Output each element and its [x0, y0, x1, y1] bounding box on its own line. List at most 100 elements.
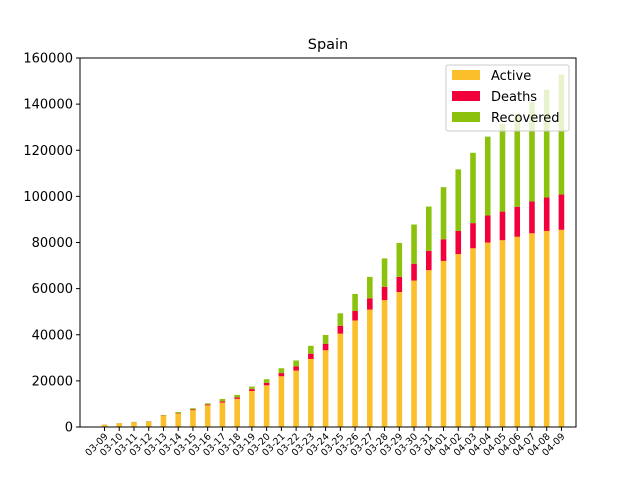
bar-active-03-23 — [308, 358, 314, 427]
chart-title: Spain — [308, 37, 349, 53]
bar-deaths-04-01 — [440, 239, 447, 261]
bar-deaths-04-08 — [543, 197, 550, 231]
bar-active-03-30 — [411, 280, 417, 427]
bar-deaths-03-22 — [293, 366, 299, 371]
bars-group — [101, 74, 565, 427]
bar-active-04-02 — [455, 254, 462, 427]
bar-active-03-24 — [322, 350, 329, 427]
y-tick-label: 40000 — [32, 328, 73, 343]
bar-active-03-09 — [101, 424, 108, 427]
bar-recovered-03-17 — [219, 398, 226, 402]
bar-recovered-03-20 — [263, 379, 270, 383]
bar-deaths-03-27 — [367, 298, 373, 310]
legend-swatch-recovered — [452, 112, 480, 122]
bar-active-04-04 — [484, 242, 491, 427]
bar-recovered-03-22 — [293, 360, 299, 367]
bar-recovered-04-06 — [514, 113, 521, 207]
bar-recovered-04-09 — [558, 74, 565, 195]
legend: Active Deaths Recovered — [445, 64, 570, 132]
bar-deaths-03-21 — [278, 373, 285, 377]
bar-deaths-04-05 — [499, 211, 506, 241]
bar-recovered-03-19 — [249, 386, 255, 390]
bar-recovered-03-24 — [322, 334, 329, 344]
bar-deaths-04-02 — [455, 230, 462, 255]
y-tick-label: 0 — [65, 421, 73, 436]
bar-active-03-17 — [219, 402, 226, 427]
bar-active-03-14 — [175, 413, 181, 427]
y-tick-label: 100000 — [23, 190, 73, 205]
bar-recovered-03-29 — [396, 242, 403, 277]
legend-label-active: Active — [491, 69, 531, 84]
bar-deaths-03-26 — [352, 311, 358, 321]
bar-recovered-03-25 — [337, 313, 344, 326]
bar-active-03-12 — [145, 421, 152, 427]
bar-deaths-03-20 — [263, 382, 270, 386]
bar-deaths-03-18 — [234, 397, 240, 399]
bar-deaths-03-29 — [396, 276, 403, 293]
bar-recovered-03-16 — [204, 403, 211, 405]
bar-deaths-03-23 — [308, 353, 314, 359]
bar-active-03-29 — [396, 292, 403, 427]
x-axis: 03-0903-1003-1103-1203-1303-1403-1503-16… — [83, 427, 568, 459]
bar-recovered-04-04 — [484, 136, 491, 216]
bar-active-04-09 — [558, 229, 565, 427]
bar-deaths-04-09 — [558, 194, 565, 230]
bar-active-03-11 — [131, 422, 137, 427]
bar-active-03-15 — [190, 410, 196, 427]
legend-label-recovered: Recovered — [491, 111, 560, 126]
bar-recovered-03-26 — [352, 293, 358, 311]
bar-active-03-19 — [249, 391, 255, 427]
bar-active-03-26 — [352, 320, 358, 427]
bar-deaths-04-07 — [529, 201, 535, 234]
bar-recovered-03-23 — [308, 345, 314, 354]
legend-swatch-active — [452, 70, 480, 80]
y-tick-label: 140000 — [23, 98, 73, 113]
bar-active-04-01 — [440, 260, 447, 427]
bar-active-04-07 — [529, 233, 535, 427]
bar-recovered-03-21 — [278, 368, 285, 374]
legend-label-deaths: Deaths — [491, 90, 537, 105]
bar-recovered-04-02 — [455, 169, 462, 231]
y-axis: 0 20000 40000 60000 80000 100000 120000 140000 1… — [23, 52, 80, 436]
bar-deaths-03-30 — [411, 263, 417, 281]
bar-recovered-04-08 — [543, 89, 550, 198]
y-tick-label: 160000 — [23, 52, 73, 67]
bar-deaths-03-16 — [204, 404, 211, 406]
bar-recovered-03-18 — [234, 394, 240, 398]
bar-active-03-21 — [278, 376, 285, 427]
bar-active-03-13 — [160, 415, 167, 427]
bar-recovered-03-30 — [411, 224, 417, 264]
bar-deaths-03-24 — [322, 343, 329, 351]
bar-recovered-03-14 — [175, 411, 181, 414]
bar-deaths-04-06 — [514, 206, 521, 237]
bar-active-04-08 — [543, 230, 550, 427]
bar-recovered-04-01 — [440, 187, 447, 240]
bar-recovered-03-15 — [190, 408, 196, 410]
bar-deaths-03-15 — [190, 409, 196, 411]
y-tick-label: 80000 — [32, 236, 73, 251]
bar-recovered-04-03 — [470, 152, 476, 224]
bar-deaths-04-04 — [484, 215, 491, 243]
bar-recovered-04-05 — [499, 123, 506, 212]
bar-active-04-05 — [499, 240, 506, 427]
bar-active-03-20 — [263, 385, 270, 427]
bar-recovered-03-31 — [425, 206, 432, 251]
y-tick-label: 60000 — [32, 282, 73, 297]
bar-deaths-03-17 — [219, 401, 226, 403]
bar-active-04-03 — [470, 248, 476, 427]
bar-active-03-28 — [381, 300, 388, 427]
bar-deaths-03-19 — [249, 389, 255, 392]
y-tick-label: 120000 — [23, 144, 73, 159]
bar-active-03-18 — [234, 398, 240, 427]
legend-swatch-deaths — [452, 91, 480, 101]
bar-active-03-27 — [367, 309, 373, 427]
bar-recovered-03-28 — [381, 258, 388, 287]
bar-active-03-16 — [204, 405, 211, 427]
bar-active-04-06 — [514, 236, 521, 427]
bar-active-03-22 — [293, 370, 299, 427]
bar-recovered-03-27 — [367, 276, 373, 299]
bar-active-03-31 — [425, 270, 432, 427]
bar-deaths-03-28 — [381, 286, 388, 301]
bar-deaths-03-25 — [337, 325, 344, 334]
